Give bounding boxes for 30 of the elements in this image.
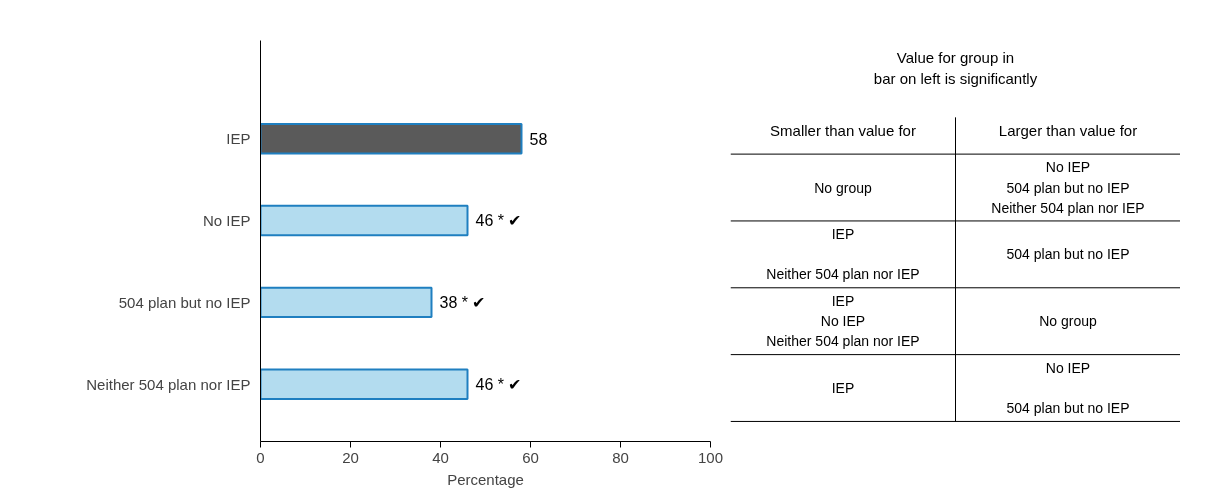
data-label: 46 * ✔ (475, 375, 522, 393)
text: Value for group in bar on left is significantly (873, 48, 1038, 88)
x-tick-label: 0 (256, 448, 265, 466)
y-tick-label: Neither 504 plan nor IEP (86, 375, 251, 393)
text: No IEP 504 plan but no IEP (1006, 359, 1130, 417)
y-tick-label: No IEP (202, 212, 251, 230)
category-label: Smaller than value for (770, 122, 916, 140)
bar (260, 368, 469, 400)
x-tick-label: 60 (522, 448, 539, 466)
category-label: Larger than value for (998, 122, 1138, 140)
x-tick-label: 40 (432, 448, 449, 466)
text: IEP Neither 504 plan nor IEP (766, 226, 920, 283)
text: IEP No IEP Neither 504 plan nor IEP (766, 293, 920, 350)
x-tick-label: 100 (697, 448, 724, 466)
text: IEP (831, 380, 855, 397)
x-tick-label: 20 (342, 448, 359, 466)
data-label: 38 * ✔ (439, 293, 486, 311)
text: No group (814, 179, 872, 196)
bar (260, 204, 469, 237)
bar (260, 286, 433, 319)
x-tick-label: 80 (612, 448, 629, 466)
x-axis-title: Percentage (447, 470, 524, 488)
data-label: 58 (529, 130, 548, 148)
text: No group (1039, 313, 1097, 330)
text: No IEP 504 plan but no IEP Neither 504 plan nor IEP (991, 159, 1145, 216)
y-tick-label: IEP (226, 130, 251, 148)
data-label: 46 * ✔ (475, 212, 522, 230)
bar (260, 122, 523, 155)
y-tick-label: 504 plan but no IEP (118, 293, 251, 311)
text: 504 plan but no IEP (1006, 246, 1130, 263)
